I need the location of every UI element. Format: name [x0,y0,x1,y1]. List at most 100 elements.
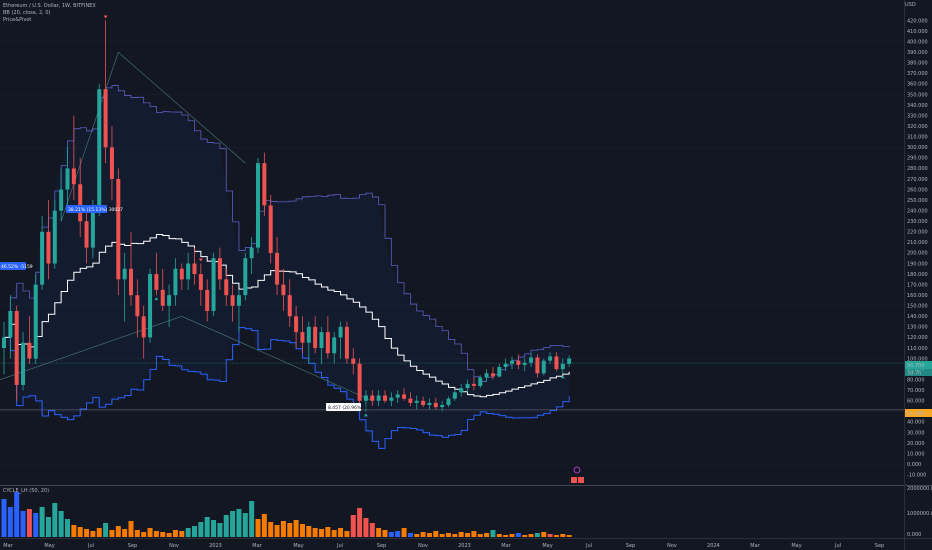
volume-bar [153,531,159,537]
event-icons[interactable] [571,466,584,483]
volume-bar [484,533,490,537]
volume-bar [522,535,528,537]
legend-symbol[interactable]: Ethereum / U.S. Dollar, 1W, BITFINEX [3,3,96,9]
volume-bar [172,530,178,537]
time-tick: Sep [875,543,884,549]
time-tick: Jul [336,543,343,549]
candle-body [554,356,559,370]
chart-legend[interactable]: Ethereum / U.S. Dollar, 1W, BITFINEX BB … [3,3,96,24]
candle-body [217,258,222,280]
volume-bar [376,528,382,537]
volume-bar [452,534,458,537]
candle-body [433,402,438,408]
candle-body [103,89,108,148]
candle-body [78,184,83,222]
price-tick: 270.000 [907,177,928,183]
legend-indicator-bb[interactable]: BB (20, close, 2, 0) [3,10,51,16]
candle-body [154,274,159,290]
volume-bar [204,517,210,537]
candle-body [59,189,64,211]
candle-body [135,295,140,317]
volume-bar [515,533,521,537]
volume-bar [395,531,401,537]
candle-body [40,231,45,285]
volume-bar [268,522,274,537]
price-tick: 10.000 [907,451,925,457]
indicator-axis: 2000000.000 1000000.000 0.000 [907,486,932,538]
volume-bar [350,515,356,537]
indicator-tick: 2000000.000 [907,486,932,492]
label-mid-text: 38.21% (15.13%) 30027 [68,207,123,213]
candle-body [27,342,32,359]
candle-body [167,295,172,306]
legend-indicator-pivot[interactable]: Price&Pivot [3,17,32,23]
label-mid-badge: 38.21% (15.13%) 30027 [66,205,123,213]
candle-body [65,168,70,190]
volume-bar [185,528,191,537]
volume-bar [433,531,439,537]
price-tick: 420.000 [907,18,928,24]
candle-body [351,358,356,364]
time-tick: Nov [418,543,428,549]
candle-body [262,163,267,206]
volume-bar [509,534,515,537]
volume-bar [338,528,344,537]
candle-body [465,383,470,389]
candle-body [33,284,38,359]
label-left-text: 46.52% -5159 [1,264,33,270]
volume-bar [363,518,369,537]
candle-body [471,383,476,386]
volume-bar [401,528,407,537]
volume-bar [179,531,185,537]
candle-body [268,205,273,253]
price-tick: 350.000 [907,92,928,98]
price-tick: 250.000 [907,198,928,204]
candle-body [211,258,216,312]
price-axis[interactable]: 420.000 410.000 400.000 390.000 380.000 370.0… [907,18,928,478]
volume-bar [458,532,464,537]
volume-bar [420,532,426,537]
candle-body [84,221,89,248]
price-tick: 290.000 [907,156,928,162]
time-tick: Mar [252,543,262,549]
volume-bar [26,509,32,537]
candle-body [363,395,368,401]
candle-body [306,326,311,343]
volume-bar [382,530,388,537]
volume-bar [547,534,553,537]
time-tick: Nov [667,543,677,549]
volume-bar [45,517,51,537]
price-tick: 60.000 [907,399,925,405]
candle-body [383,395,387,401]
time-tick: Jul [87,543,94,549]
volume-bar [122,529,128,537]
flag-icon[interactable] [578,477,584,483]
candle-body [516,360,521,365]
time-tick: Mar [3,543,13,549]
label-left-badge: 46.52% -5159 [0,262,33,270]
calendar-icon[interactable] [571,477,577,483]
price-tick: 100.000 [907,356,928,362]
info-icon[interactable] [573,466,581,474]
price-tick: 120.000 [907,335,928,341]
candlestick-series [2,20,572,412]
pivot-marker [103,15,108,19]
time-axis[interactable]: Mar May Jul Sep Nov 2023 Mar May Jul Sep Nov 2023 Ma… [3,543,884,549]
volume-bar [7,507,13,537]
volume-bar [115,526,121,537]
candle-body [192,263,197,275]
candle-body [325,332,330,354]
lower-band [4,327,570,449]
volume-bar [560,534,566,537]
candle-body [319,332,324,348]
volume-bar [71,525,77,537]
volume-bar [293,520,299,537]
volume-bar [39,507,45,537]
time-tick: 2023 [209,543,222,549]
volume-bar [369,523,375,537]
time-tick: Mar [501,543,511,549]
price-tick: 110.000 [907,346,928,352]
candle-body [560,363,565,370]
price-tick: 220.000 [907,230,928,236]
